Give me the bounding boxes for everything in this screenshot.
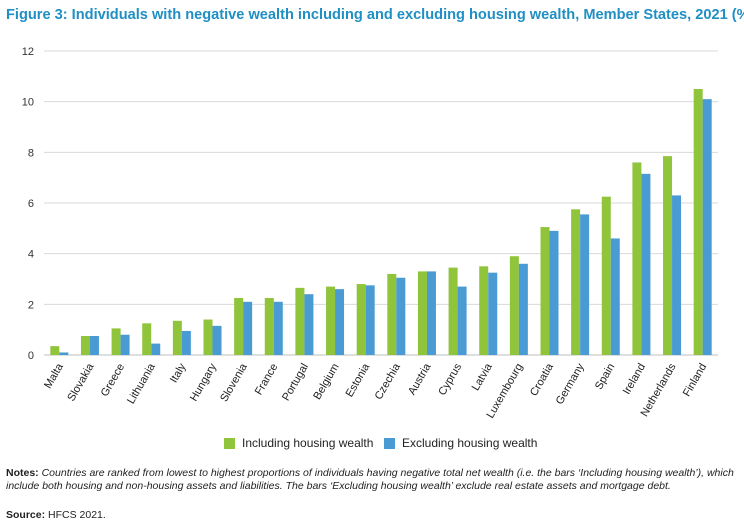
x-tick-label: Malta bbox=[42, 361, 66, 391]
x-tick-label: Slovenia bbox=[218, 361, 250, 404]
bar-excluding-hungary bbox=[212, 325, 222, 355]
bar-excluding-belgium bbox=[335, 289, 345, 355]
bar-excluding-greece bbox=[120, 334, 130, 355]
bars bbox=[50, 89, 712, 355]
bar-excluding-finland bbox=[702, 99, 712, 355]
x-tick-label: Latvia bbox=[470, 361, 496, 393]
bar-excluding-austria bbox=[426, 271, 436, 355]
bar-excluding-slovenia bbox=[243, 301, 253, 355]
bar-including-ireland bbox=[632, 162, 642, 355]
bar-including-spain bbox=[601, 196, 611, 355]
bar-including-netherlands bbox=[663, 156, 673, 355]
bar-including-latvia bbox=[479, 266, 489, 355]
x-tick-label: Lithuania bbox=[125, 361, 158, 406]
x-tick-label: Estonia bbox=[344, 361, 373, 400]
x-tick-label: Greece bbox=[99, 362, 127, 399]
chart-title: Figure 3: Individuals with negative weal… bbox=[6, 7, 744, 23]
notes: Notes: Countries are ranked from lowest … bbox=[6, 467, 736, 493]
bar-excluding-ireland bbox=[641, 173, 651, 355]
bar-excluding-italy bbox=[181, 330, 191, 355]
y-tick-label: 10 bbox=[22, 97, 34, 109]
legend-item-excluding: Excluding housing wealth bbox=[384, 436, 537, 450]
x-tick-label: Slovakia bbox=[65, 361, 97, 404]
bar-excluding-luxembourg bbox=[518, 263, 528, 355]
bar-excluding-spain bbox=[610, 238, 620, 355]
bar-including-belgium bbox=[326, 286, 336, 355]
bar-including-portugal bbox=[295, 287, 305, 355]
bar-including-france bbox=[264, 298, 274, 355]
legend: Including housing wealth Excluding housi… bbox=[0, 436, 744, 452]
bar-excluding-slovakia bbox=[89, 336, 99, 355]
bar-including-hungary bbox=[203, 319, 213, 355]
bar-excluding-croatia bbox=[549, 230, 559, 355]
legend-item-including: Including housing wealth bbox=[224, 436, 373, 450]
bar-including-slovenia bbox=[234, 298, 244, 355]
x-tick-label: Finland bbox=[681, 362, 709, 399]
x-tick-label: Belgium bbox=[311, 362, 341, 402]
bar-excluding-germany bbox=[580, 214, 590, 355]
y-tick-label: 6 bbox=[28, 198, 34, 210]
bar-including-austria bbox=[417, 271, 427, 355]
legend-label-including: Including housing wealth bbox=[242, 436, 374, 450]
bar-including-italy bbox=[172, 320, 182, 355]
x-tick-label: Austria bbox=[406, 361, 434, 397]
notes-text: Countries are ranked from lowest to high… bbox=[6, 467, 734, 492]
bar-including-luxembourg bbox=[509, 256, 519, 355]
bar-including-greece bbox=[111, 328, 121, 355]
notes-label: Notes: bbox=[6, 467, 39, 479]
y-tick-label: 8 bbox=[28, 147, 34, 159]
x-tick-label: France bbox=[253, 362, 281, 398]
bar-excluding-estonia bbox=[365, 285, 375, 355]
bar-including-croatia bbox=[540, 227, 550, 355]
bar-including-slovakia bbox=[80, 336, 90, 355]
y-axis-ticks: 0 2 4 6 8 10 12 bbox=[22, 46, 34, 362]
y-tick-label: 0 bbox=[28, 350, 34, 362]
source-label: Source: bbox=[6, 509, 46, 521]
bar-excluding-malta bbox=[59, 352, 69, 355]
bar-excluding-latvia bbox=[488, 272, 498, 355]
bar-including-estonia bbox=[356, 284, 366, 355]
x-tick-label: Ireland bbox=[621, 362, 648, 397]
x-tick-label: Cyprus bbox=[436, 361, 464, 398]
x-tick-label: Croatia bbox=[528, 361, 557, 398]
bar-including-lithuania bbox=[142, 323, 152, 355]
x-tick-label: Hungary bbox=[188, 361, 219, 403]
source: Source: HFCS 2021. bbox=[6, 509, 106, 521]
x-tick-label: Germany bbox=[554, 361, 587, 407]
y-tick-label: 4 bbox=[28, 249, 34, 261]
y-tick-label: 2 bbox=[28, 299, 34, 311]
legend-label-excluding: Excluding housing wealth bbox=[402, 436, 538, 450]
source-text: HFCS 2021. bbox=[48, 509, 106, 521]
bar-including-cyprus bbox=[448, 267, 458, 355]
bar-excluding-lithuania bbox=[151, 343, 161, 355]
x-tick-label: Portugal bbox=[280, 362, 311, 403]
bar-excluding-portugal bbox=[304, 294, 314, 355]
x-tick-label: Czechia bbox=[373, 361, 404, 402]
bar-excluding-cyprus bbox=[457, 286, 467, 355]
bar-excluding-netherlands bbox=[672, 195, 682, 355]
x-tick-label: Italy bbox=[168, 361, 189, 385]
legend-swatch-including bbox=[224, 437, 235, 449]
bar-excluding-france bbox=[273, 301, 283, 355]
bar-including-germany bbox=[571, 209, 581, 355]
bar-including-czechia bbox=[387, 273, 397, 355]
x-tick-label: Spain bbox=[593, 362, 617, 392]
bar-excluding-czechia bbox=[396, 277, 406, 355]
bar-including-malta bbox=[50, 346, 60, 355]
bar-including-finland bbox=[693, 89, 703, 355]
y-tick-label: 12 bbox=[22, 46, 34, 58]
legend-swatch-excluding bbox=[384, 437, 395, 449]
